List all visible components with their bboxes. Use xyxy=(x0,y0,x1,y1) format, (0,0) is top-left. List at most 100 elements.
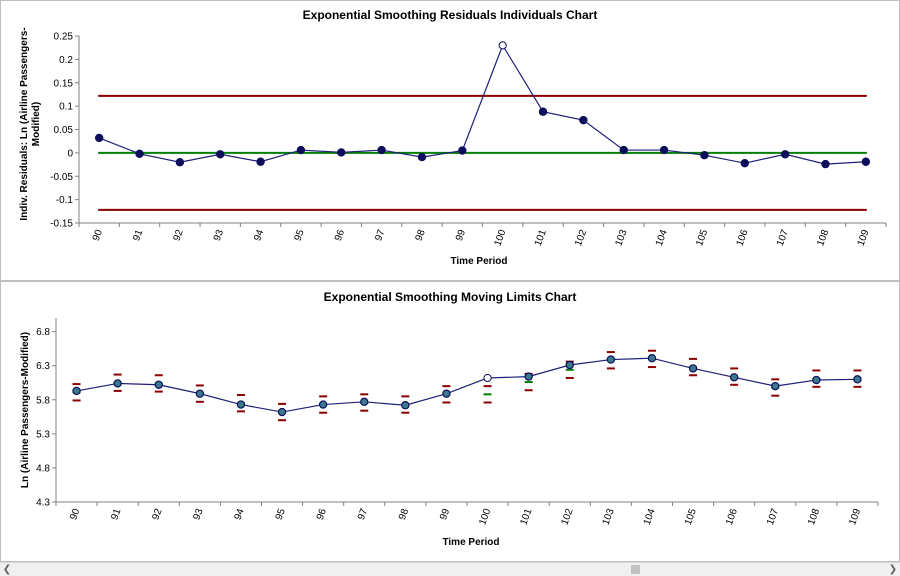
chart1-x-tick-label: 107 xyxy=(775,228,791,248)
chart2-y-tick-label: 4.8 xyxy=(36,463,50,474)
chart1-series xyxy=(94,41,871,169)
scrollbar-thumb[interactable] xyxy=(631,565,640,574)
chart2-x-tick-label: 93 xyxy=(192,507,206,522)
chart2-data-point xyxy=(195,389,205,398)
chart1-data-point xyxy=(296,145,306,155)
chart1-y-tick-label: 0.15 xyxy=(54,78,74,89)
chart2-x-tick-label: 109 xyxy=(847,507,863,527)
chart2-x-tick-label: 104 xyxy=(642,507,658,527)
chart2-data-point xyxy=(647,354,657,363)
chart2-y-tick-label: 4.3 xyxy=(36,498,50,509)
chart2-data-point xyxy=(318,400,328,409)
scroll-right-arrow-icon[interactable]: ❯ xyxy=(888,564,898,575)
chart2-data-point xyxy=(688,364,698,373)
chart2-y-axis-title-line1: Ln (Airline Passengers-Modified) xyxy=(20,332,31,488)
chart1-y-tick-label: -0.1 xyxy=(56,195,74,206)
chart1-x-tick-label: 105 xyxy=(694,228,710,248)
chart1-x-tick-label: 96 xyxy=(333,228,347,243)
chart1-y-tick-label: 0.25 xyxy=(54,32,74,43)
chart2-x-tick-label: 92 xyxy=(150,507,164,522)
chart2-x-tick-label: 105 xyxy=(683,507,699,527)
chart1-data-point xyxy=(256,157,265,166)
chart2-x-tick-label: 99 xyxy=(438,507,452,522)
chart1-x-axis-title: Time Period xyxy=(450,256,507,267)
chart1-data-point xyxy=(216,150,225,159)
chart2-x-tick-label: 94 xyxy=(233,507,247,522)
chart2-x-tick-label: 108 xyxy=(806,507,822,527)
chart2-border xyxy=(0,281,900,562)
chart1-x-tick-label: 95 xyxy=(293,228,307,243)
chart1-x-tick-label: 93 xyxy=(212,228,226,243)
chart1-data-point xyxy=(417,152,427,162)
chart1-data-point xyxy=(619,145,628,155)
chart2-x-tick-label: 102 xyxy=(560,507,576,527)
chart2-data-point xyxy=(72,386,81,396)
chart1-data-point xyxy=(861,157,871,166)
chart1-data-point xyxy=(579,115,588,125)
chart1-data-point xyxy=(135,149,144,159)
chart1-x-tick-label: 98 xyxy=(414,228,428,243)
chart1-x-tick-label: 104 xyxy=(654,228,670,248)
chart1-title: Exponential Smoothing Residuals Individu… xyxy=(303,8,598,22)
chart1-x-tick-label: 106 xyxy=(735,228,751,248)
chart2-series-line xyxy=(76,357,858,413)
chart1-y-tick-label: 0.05 xyxy=(54,125,74,136)
chart2-x-tick-label: 95 xyxy=(274,507,288,522)
chart1-axes: -0.15 -0.1 -0.05 0 0.05 0.1 0.15 0.2 0.25 90 91 92 9… xyxy=(50,32,887,248)
chart2-series xyxy=(72,354,862,417)
chart2-data-point xyxy=(606,355,616,364)
chart2-data-point xyxy=(524,372,533,381)
chart1-x-tick-label: 97 xyxy=(373,228,387,243)
chart2-x-tick-label: 97 xyxy=(356,507,370,522)
chart1-data-point xyxy=(94,133,104,143)
chart2-data-point xyxy=(565,360,574,370)
chart1-x-tick-label: 109 xyxy=(856,228,872,248)
chart2-y-tick-label: 5.8 xyxy=(36,395,50,406)
chart2-data-point xyxy=(771,381,780,391)
chart2-x-tick-label: 103 xyxy=(601,507,617,527)
chart2-data-point xyxy=(812,375,821,385)
scroll-left-arrow-icon[interactable]: ❮ xyxy=(2,564,12,575)
chart1-y-tick-label: -0.05 xyxy=(50,172,73,183)
chart2-y-tick-label: 6.8 xyxy=(36,327,50,338)
chart2-x-axis-title: Time Period xyxy=(442,537,499,548)
chart1-y-tick-label: 0.1 xyxy=(59,102,73,113)
chart1-x-tick-label: 99 xyxy=(454,228,468,243)
chart2-y-axis-title: Ln (Airline Passengers-Modified) xyxy=(20,332,31,488)
chart2-data-point xyxy=(401,401,410,410)
chart1-x-tick-label: 101 xyxy=(533,228,549,248)
chart1-x-tick-label: 108 xyxy=(815,228,831,248)
chart1-data-point xyxy=(700,151,709,160)
chart1-y-tick-label: -0.15 xyxy=(50,219,73,230)
chart1-data-point xyxy=(175,158,185,167)
chart1-data-point xyxy=(821,159,830,169)
chart1-y-axis-title-line2: Modified) xyxy=(31,102,42,146)
chart1-series-line xyxy=(98,43,866,165)
chart1-x-tick-label: 100 xyxy=(492,228,508,248)
chart1-data-point xyxy=(458,146,467,155)
horizontal-scrollbar[interactable]: ❮ ❯ xyxy=(0,562,900,576)
chart2-data-point xyxy=(442,389,451,398)
chart1-x-tick-label: 92 xyxy=(172,228,186,243)
chart2-x-tick-label: 90 xyxy=(68,507,82,522)
chart2-data-point xyxy=(154,380,163,389)
chart2-y-tick-label: 6.3 xyxy=(36,361,50,372)
chart1-data-point xyxy=(740,158,749,168)
chart1-x-tick-label: 103 xyxy=(614,228,630,248)
chart2-x-tick-label: 107 xyxy=(765,507,781,527)
chart2-axes: 4.3 4.8 5.3 5.8 6.3 6.8 90 91 92 93 94 95 96 97 98 99 10… xyxy=(36,318,879,527)
chart2-data-point xyxy=(236,400,246,409)
chart2-data-point xyxy=(729,373,739,382)
chart1-control-limits xyxy=(98,94,867,211)
chart1-data-point xyxy=(780,150,790,159)
chart2-data-point xyxy=(277,407,287,417)
residuals-individuals-chart: Exponential Smoothing Residuals Individu… xyxy=(0,0,900,281)
chart2-y-tick-label: 5.3 xyxy=(36,429,50,440)
chart1-out-of-control-point xyxy=(498,41,507,50)
chart1-y-tick-label: 0.2 xyxy=(59,55,73,66)
chart1-x-tick-label: 90 xyxy=(91,228,105,243)
chart1-data-point xyxy=(337,148,346,157)
chart2-x-tick-label: 98 xyxy=(397,507,411,522)
chart1-x-tick-label: 91 xyxy=(131,228,145,243)
chart2-x-tick-label: 106 xyxy=(724,507,740,527)
